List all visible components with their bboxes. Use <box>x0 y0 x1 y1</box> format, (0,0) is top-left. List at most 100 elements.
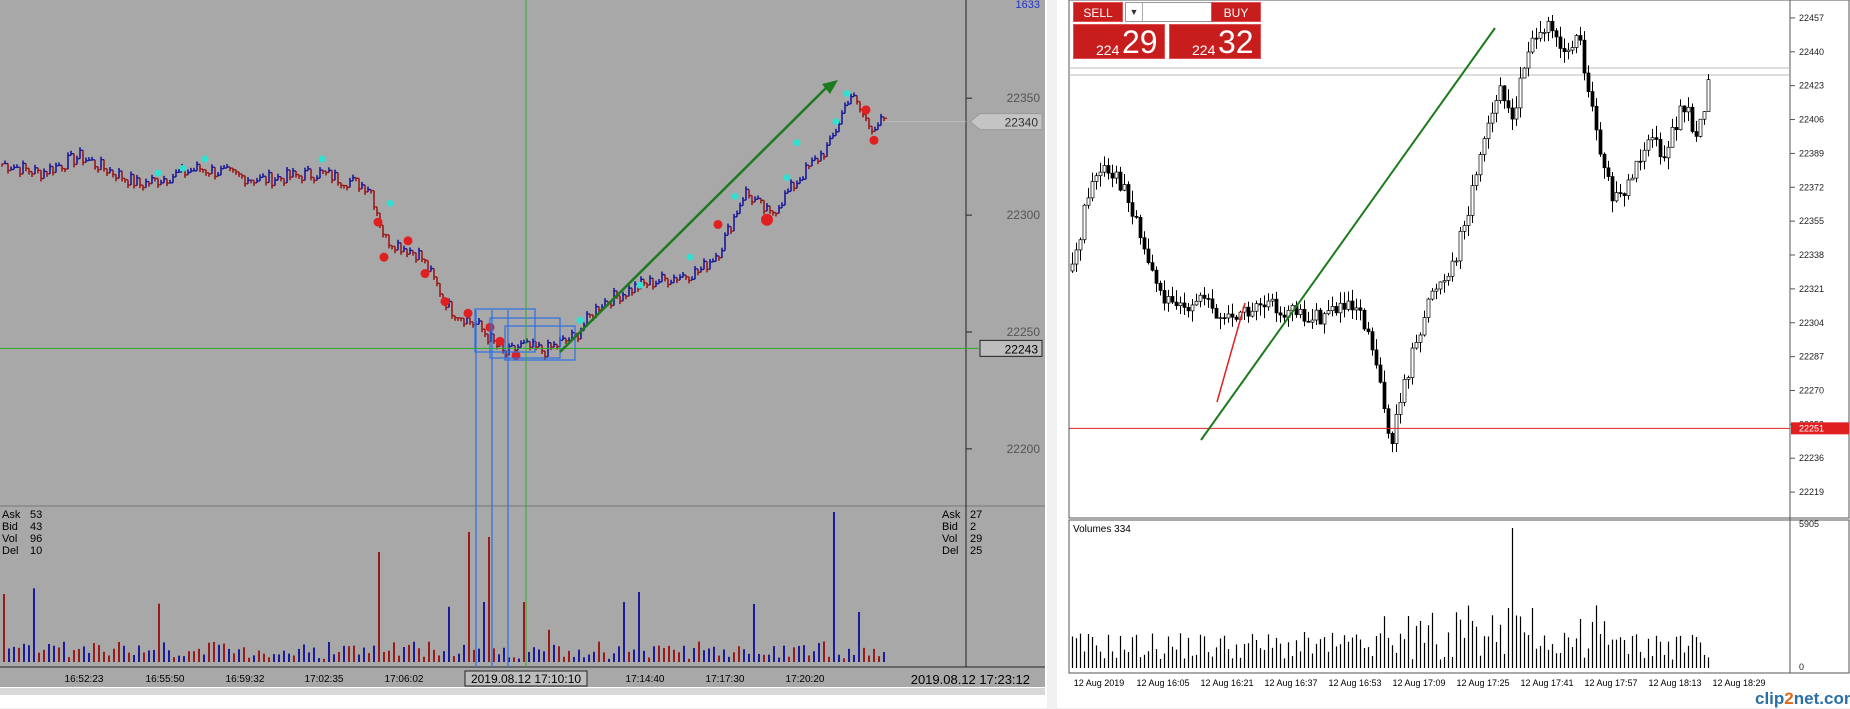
crosshair-time-label: 2019.08.12 17:10:10 <box>471 672 581 686</box>
time-tick-label: 17:20:20 <box>786 674 825 685</box>
candle-body <box>1210 298 1215 309</box>
buy-price-prefix: 224 <box>1192 42 1216 58</box>
candle-body <box>1578 35 1583 41</box>
candle-body <box>1674 127 1679 131</box>
selection-box <box>504 325 576 361</box>
sell-marker <box>420 269 430 279</box>
time-tick-label: 12 Aug 16:21 <box>1200 678 1253 688</box>
candle-body <box>1354 307 1359 311</box>
volume-axis-area <box>966 507 1045 667</box>
candle-body <box>1158 282 1163 291</box>
candle-body <box>1414 342 1419 349</box>
candle-body <box>1074 249 1079 265</box>
candle-body <box>1334 306 1339 314</box>
buy-marker <box>318 155 326 163</box>
candle-body <box>1470 185 1475 216</box>
info-left-value: 10 <box>30 545 42 557</box>
candle-body <box>1310 319 1315 323</box>
buy-marker <box>843 90 851 98</box>
buy-marker <box>636 281 644 289</box>
candle-body <box>1666 146 1671 159</box>
candle-body <box>1302 308 1307 322</box>
candle-body <box>1586 72 1591 92</box>
candle-body <box>1330 306 1335 311</box>
candle-body <box>1486 122 1491 140</box>
candle-body <box>1226 313 1231 319</box>
time-tick-label: 12 Aug 17:41 <box>1520 678 1573 688</box>
candle-body <box>1114 171 1119 179</box>
sell-marker <box>440 297 450 307</box>
candle-body <box>1122 184 1127 191</box>
candle-body <box>1458 230 1463 262</box>
candle-body <box>1422 317 1427 336</box>
candle-body <box>1690 106 1695 132</box>
tick-chart[interactable]: 22350 22300 22250 22200 1633 22340 22243 Ask 53 B… <box>0 0 1047 708</box>
price-tick-label: 22338 <box>1799 250 1824 260</box>
buy-price-button[interactable]: 224 32 <box>1169 24 1261 60</box>
sell-marker <box>463 308 473 318</box>
volume-min-label: 0 <box>1799 662 1804 672</box>
buy-marker <box>386 199 394 207</box>
sell-marker <box>713 219 723 229</box>
quantity-dropdown-icon[interactable]: ▼ <box>1126 3 1143 21</box>
time-tick-label: 12 Aug 18:13 <box>1648 678 1701 688</box>
red-price-tag <box>1791 422 1849 435</box>
candle-body <box>1450 260 1455 277</box>
candle-body <box>1230 313 1235 318</box>
candle-chart[interactable]: 22457 22440 22423 22406 22389 22372 22355 22338… <box>1057 0 1850 708</box>
scrollbar[interactable] <box>0 688 1045 695</box>
candle-body <box>1662 156 1667 159</box>
candle-body <box>1138 217 1143 239</box>
current-price-label: 22340 <box>1005 116 1039 130</box>
candle-body <box>1550 20 1555 32</box>
candle-body <box>1298 308 1303 315</box>
buy-marker <box>154 169 162 177</box>
candle-body <box>1258 303 1263 306</box>
trade-panel: SELL ▼ 1 ▲ BUY 224 29 224 32 <box>1073 0 1261 60</box>
sell-price-button[interactable]: 224 29 <box>1073 24 1165 60</box>
candle-body <box>1558 36 1563 49</box>
candle-body <box>1390 433 1395 444</box>
info-right-value: 27 <box>970 509 982 521</box>
candle-body <box>1542 31 1547 34</box>
candle-body <box>1150 262 1155 271</box>
candle-body <box>1350 300 1355 311</box>
sell-button[interactable]: SELL <box>1073 2 1123 22</box>
price-tick-label: 22355 <box>1799 216 1824 226</box>
info-left-label: Vol <box>2 533 17 545</box>
candle-body <box>1306 320 1311 323</box>
candle-body <box>1190 304 1195 312</box>
candle-body <box>1358 307 1363 311</box>
time-tick-label: 16:59:32 <box>226 674 265 685</box>
candle-body <box>1506 100 1511 109</box>
candle-body <box>1198 294 1203 302</box>
candle-body <box>1410 347 1415 378</box>
candle-body <box>1270 298 1275 302</box>
candle-body <box>1430 290 1435 300</box>
price-area[interactable] <box>0 0 966 505</box>
trend-arrow <box>559 85 829 353</box>
candle-body <box>1178 302 1183 307</box>
candle-body <box>1546 20 1551 33</box>
info-left-value: 53 <box>30 509 42 521</box>
sell-marker <box>869 135 879 145</box>
candle-body <box>1706 79 1711 112</box>
candle-body <box>1538 32 1543 39</box>
candle-body <box>1626 179 1631 196</box>
price-tick-label: 22219 <box>1799 487 1824 497</box>
info-right-label: Bid <box>942 521 958 533</box>
sell-marker <box>373 217 383 227</box>
price-tick-label: 22350 <box>1007 91 1041 105</box>
buy-marker <box>783 174 791 182</box>
candle-body <box>1478 154 1483 176</box>
price-tick-label: 22200 <box>1007 442 1041 456</box>
price-tick-label: 22457 <box>1799 13 1824 23</box>
candle-body <box>1622 193 1627 196</box>
candle-body <box>1634 160 1639 179</box>
candle-body <box>1598 129 1603 155</box>
candle-body <box>1670 127 1675 148</box>
buy-marker <box>201 155 209 163</box>
buy-marker <box>179 164 187 172</box>
candle-body <box>1134 215 1139 218</box>
buy-button[interactable]: BUY <box>1211 2 1261 22</box>
